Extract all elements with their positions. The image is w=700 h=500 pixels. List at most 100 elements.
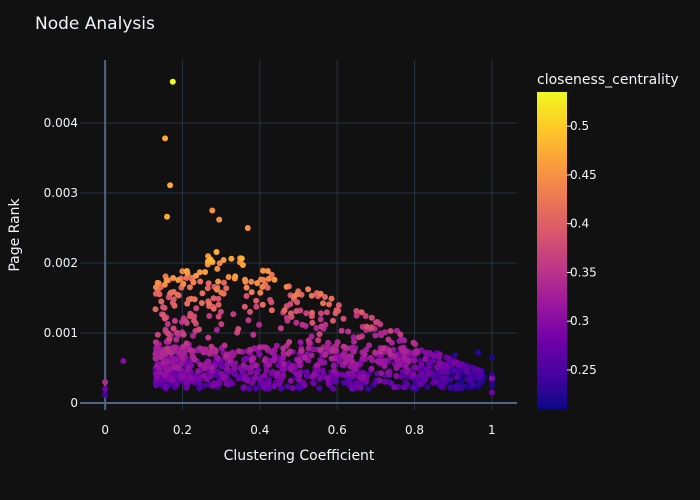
data-point: [488, 375, 495, 382]
data-point: [253, 303, 260, 310]
data-point: [287, 377, 294, 384]
data-point: [439, 376, 446, 382]
data-point: [330, 385, 337, 392]
data-point: [221, 342, 228, 349]
data-point: [188, 312, 195, 319]
data-point: [190, 332, 197, 339]
data-point: [273, 342, 280, 349]
data-point: [385, 369, 392, 376]
data-point: [303, 368, 310, 375]
data-point: [265, 380, 272, 387]
colorbar-tick-label: 0.35: [570, 265, 597, 279]
data-point: [398, 373, 405, 380]
data-point: [215, 301, 222, 308]
data-point: [210, 305, 217, 312]
data-point: [223, 352, 230, 359]
data-point: [293, 319, 300, 326]
data-point: [280, 354, 287, 361]
data-point: [380, 345, 387, 352]
data-point: [158, 349, 165, 356]
data-point: [223, 380, 230, 387]
data-point: [214, 265, 221, 272]
data-point: [271, 276, 278, 283]
data-point: [328, 355, 335, 362]
data-point: [183, 275, 190, 281]
data-point: [167, 289, 174, 296]
data-point: [333, 307, 340, 314]
data-point: [248, 289, 255, 296]
data-point: [424, 384, 431, 390]
data-point: [170, 275, 177, 281]
data-point: [332, 378, 339, 385]
data-point: [403, 369, 410, 375]
data-point: [293, 308, 300, 315]
data-point: [348, 385, 355, 392]
data-point: [102, 386, 109, 392]
data-point: [276, 380, 283, 387]
data-point: [363, 346, 370, 353]
data-point: [330, 317, 336, 324]
data-point: [247, 308, 253, 315]
data-point: [164, 345, 171, 352]
data-point: [402, 363, 409, 370]
data-point: [160, 359, 167, 366]
data-point: [193, 272, 200, 279]
data-point: [160, 311, 167, 318]
data-point: [280, 361, 287, 368]
data-point: [450, 360, 457, 367]
data-point: [299, 321, 306, 328]
data-point: [207, 349, 214, 355]
data-point: [187, 374, 194, 381]
data-point: [280, 345, 287, 352]
data-point: [229, 380, 236, 387]
data-point: [161, 372, 168, 379]
data-point: [171, 302, 178, 309]
y-tick-label: 0.003: [44, 186, 78, 200]
data-point: [393, 365, 400, 371]
data-point: [248, 278, 255, 285]
data-point: [201, 382, 208, 389]
data-point: [153, 363, 160, 370]
data-point: [188, 295, 195, 302]
chart-title: Node Analysis: [35, 14, 155, 34]
data-point: [268, 307, 275, 314]
data-point: [165, 330, 171, 337]
data-point: [256, 344, 263, 351]
y-tick-label: 0.004: [44, 116, 78, 130]
data-point: [289, 385, 296, 391]
data-point: [349, 358, 356, 365]
data-point: [367, 354, 374, 361]
data-point: [271, 383, 278, 390]
data-point: [444, 355, 451, 362]
data-point: [256, 351, 263, 358]
data-point: [263, 367, 270, 374]
data-point: [413, 348, 420, 355]
data-point: [315, 337, 322, 344]
x-tick-label: 0: [101, 423, 109, 437]
data-point: [262, 344, 269, 351]
data-point: [368, 324, 375, 331]
data-point: [422, 376, 429, 382]
data-point: [243, 284, 250, 291]
data-point: [340, 352, 347, 359]
data-point: [206, 300, 213, 307]
data-point: [163, 367, 170, 374]
data-point: [248, 357, 255, 363]
data-point: [295, 384, 302, 390]
data-point: [213, 249, 220, 255]
data-point: [326, 301, 332, 308]
data-point: [401, 384, 407, 391]
data-point: [160, 304, 167, 311]
data-point: [213, 326, 220, 333]
data-point: [475, 349, 482, 356]
data-point: [170, 325, 177, 332]
data-point: [197, 345, 203, 352]
data-point: [235, 326, 242, 332]
data-point: [244, 225, 251, 231]
data-point: [318, 323, 325, 330]
colorbar-tick-label: 0.3: [570, 314, 589, 328]
data-point: [338, 327, 345, 334]
data-point: [373, 319, 379, 326]
data-point: [212, 347, 219, 354]
data-point: [268, 299, 275, 306]
